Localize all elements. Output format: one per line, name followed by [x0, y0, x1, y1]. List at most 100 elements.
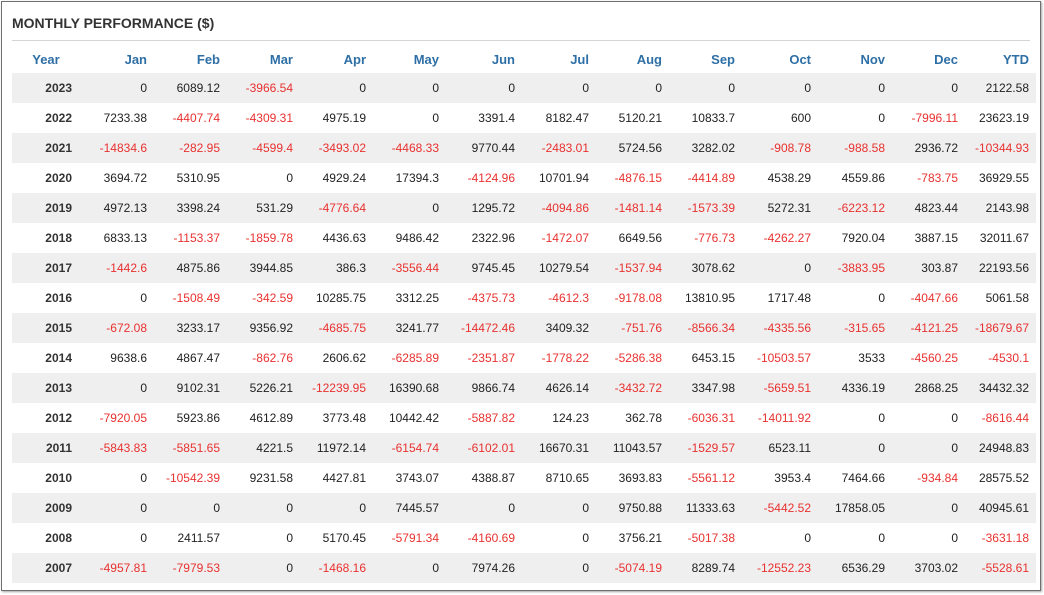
value-cell: 3703.02 — [892, 553, 965, 583]
value-cell: -3493.02 — [300, 133, 373, 163]
ytd-cell: -4530.1 — [965, 343, 1036, 373]
value-cell: 362.78 — [596, 403, 669, 433]
ytd-cell: -8616.44 — [965, 403, 1036, 433]
value-cell: 6453.15 — [669, 343, 742, 373]
value-cell: -4124.96 — [446, 163, 522, 193]
value-cell: 0 — [818, 403, 892, 433]
value-cell: 0 — [818, 433, 892, 463]
column-header-feb: Feb — [154, 45, 227, 73]
value-cell: -4876.15 — [596, 163, 669, 193]
value-cell: -4160.69 — [446, 523, 522, 553]
table-row: 2023 0 6089.12 -3966.54 0 0 0 0 0 0 0 0 0 2122.58 — [12, 73, 1036, 103]
value-cell: -5659.51 — [742, 373, 818, 403]
value-cell: 5724.56 — [596, 133, 669, 163]
value-cell: -6036.31 — [669, 403, 742, 433]
value-cell: -4414.89 — [669, 163, 742, 193]
value-cell: 4975.19 — [300, 103, 373, 133]
value-cell: 0 — [818, 73, 892, 103]
value-cell: -7979.53 — [154, 553, 227, 583]
value-cell: -5442.52 — [742, 493, 818, 523]
value-cell: -908.78 — [742, 133, 818, 163]
value-cell: 3743.07 — [373, 463, 446, 493]
ytd-cell: -10344.93 — [965, 133, 1036, 163]
value-cell: 9102.31 — [154, 373, 227, 403]
value-cell: -14472.46 — [446, 313, 522, 343]
value-cell: -1859.78 — [227, 223, 300, 253]
value-cell: 7445.57 — [373, 493, 446, 523]
value-cell: 3693.83 — [596, 463, 669, 493]
column-header-oct: Oct — [742, 45, 818, 73]
value-cell: 2411.57 — [154, 523, 227, 553]
ytd-cell: 36929.55 — [965, 163, 1036, 193]
ytd-cell: 2143.98 — [965, 193, 1036, 223]
value-cell: -5286.38 — [596, 343, 669, 373]
value-cell: -5851.65 — [154, 433, 227, 463]
value-cell: -4612.3 — [522, 283, 596, 313]
value-cell: -12552.23 — [742, 553, 818, 583]
value-cell: -1153.37 — [154, 223, 227, 253]
value-cell: -4685.75 — [300, 313, 373, 343]
value-cell: 3347.98 — [669, 373, 742, 403]
value-cell: 2606.62 — [300, 343, 373, 373]
ytd-cell: -5528.61 — [965, 553, 1036, 583]
table-row: 2012 -7920.05 5923.86 4612.89 3773.48 10442.4… — [12, 403, 1036, 433]
value-cell: 3756.21 — [596, 523, 669, 553]
value-cell: 10442.42 — [373, 403, 446, 433]
value-cell: -4094.86 — [522, 193, 596, 223]
value-cell: -6154.74 — [373, 433, 446, 463]
value-cell: 0 — [522, 73, 596, 103]
value-cell: 17394.3 — [373, 163, 446, 193]
value-cell: 3233.17 — [154, 313, 227, 343]
value-cell: 7974.26 — [446, 553, 522, 583]
ytd-cell: 40945.61 — [965, 493, 1036, 523]
value-cell: 3694.72 — [80, 163, 154, 193]
value-cell: -4047.66 — [892, 283, 965, 313]
column-header-jan: Jan — [80, 45, 154, 73]
value-cell: 9745.45 — [446, 253, 522, 283]
year-cell: 2013 — [12, 373, 80, 403]
value-cell: 5226.21 — [227, 373, 300, 403]
value-cell: 0 — [227, 523, 300, 553]
value-cell: 7920.04 — [818, 223, 892, 253]
value-cell: 0 — [596, 73, 669, 103]
year-cell: 2018 — [12, 223, 80, 253]
value-cell: 3887.15 — [892, 223, 965, 253]
value-cell: 9866.74 — [446, 373, 522, 403]
ytd-cell: 24948.83 — [965, 433, 1036, 463]
value-cell: -12239.95 — [300, 373, 373, 403]
value-cell: 9770.44 — [446, 133, 522, 163]
year-cell: 2009 — [12, 493, 80, 523]
ytd-cell: 5061.58 — [965, 283, 1036, 313]
value-cell: 531.29 — [227, 193, 300, 223]
value-cell: 4436.63 — [300, 223, 373, 253]
ytd-cell: -18679.67 — [965, 313, 1036, 343]
value-cell: 3398.24 — [154, 193, 227, 223]
value-cell: -8566.34 — [669, 313, 742, 343]
value-cell: 0 — [742, 523, 818, 553]
value-cell: 5170.45 — [300, 523, 373, 553]
value-cell: 5272.31 — [742, 193, 818, 223]
value-cell: -934.84 — [892, 463, 965, 493]
value-cell: 13810.95 — [669, 283, 742, 313]
table-row: 2015 -672.08 3233.17 9356.92 -4685.75 3241.77… — [12, 313, 1036, 343]
value-cell: 0 — [80, 73, 154, 103]
year-cell: 2021 — [12, 133, 80, 163]
value-cell: 0 — [818, 523, 892, 553]
title-divider — [12, 40, 1030, 41]
table-row: 2007 -4957.81 -7979.53 0 -1468.16 0 7974.26 0 -5… — [12, 553, 1036, 583]
ytd-cell: 23623.19 — [965, 103, 1036, 133]
value-cell: -4407.74 — [154, 103, 227, 133]
value-cell: 9356.92 — [227, 313, 300, 343]
value-cell: 0 — [227, 163, 300, 193]
value-cell: -3883.95 — [818, 253, 892, 283]
year-cell: 2011 — [12, 433, 80, 463]
value-cell: 4388.87 — [446, 463, 522, 493]
value-cell: 0 — [522, 493, 596, 523]
value-cell: 8182.47 — [522, 103, 596, 133]
value-cell: 10701.94 — [522, 163, 596, 193]
table-row: 2013 0 9102.31 5226.21 -12239.95 16390.68 9866… — [12, 373, 1036, 403]
value-cell: -1537.94 — [596, 253, 669, 283]
value-cell: 1717.48 — [742, 283, 818, 313]
year-cell: 2012 — [12, 403, 80, 433]
